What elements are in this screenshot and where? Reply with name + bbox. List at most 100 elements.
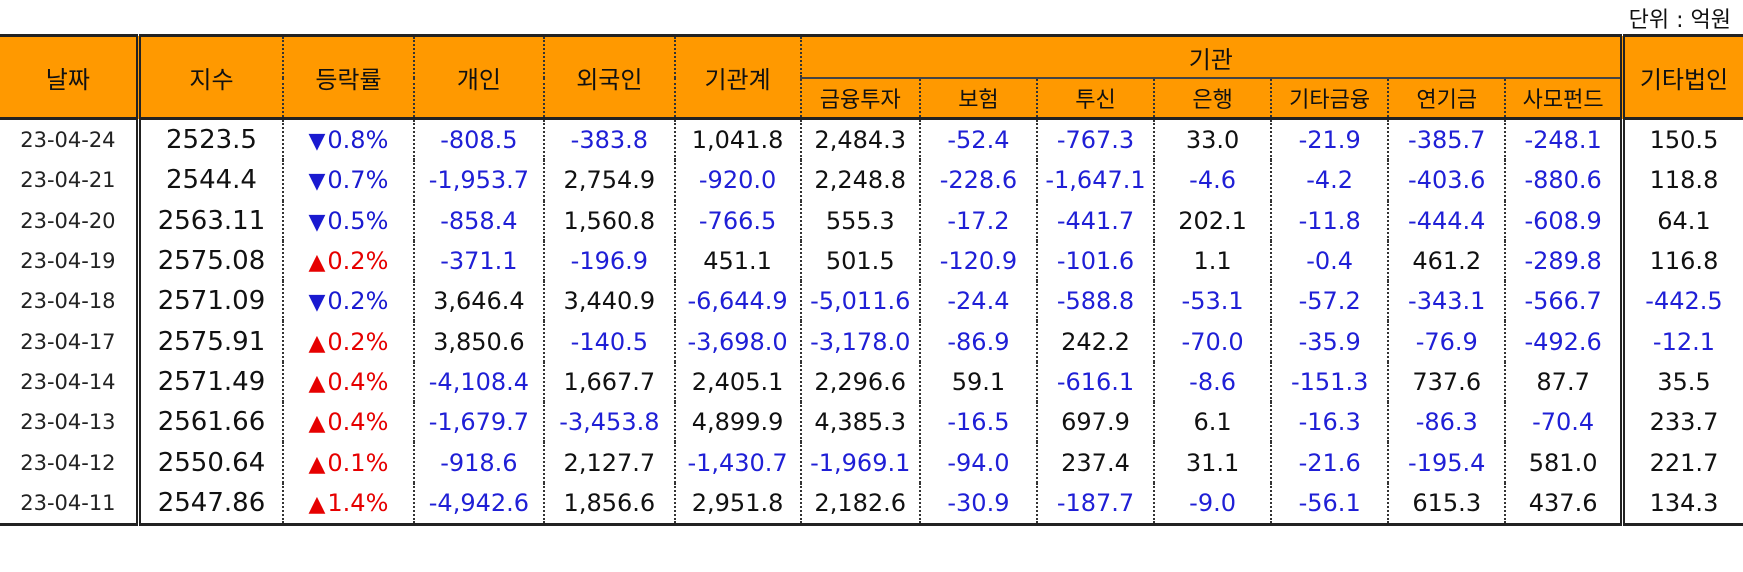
table-row: 23-04-21 2544.4 ▼0.7% -1,953.7 2,754.9 -920.0… bbox=[0, 160, 1743, 201]
cell-inst-total: -766.5 bbox=[673, 200, 801, 241]
triangle-up-icon: ▲ bbox=[308, 330, 326, 356]
header-date: 날짜 bbox=[0, 34, 141, 120]
cell-fin-invest: 555.3 bbox=[799, 200, 920, 241]
cell-pension: 615.3 bbox=[1387, 482, 1506, 526]
cell-individual: 3,850.6 bbox=[412, 321, 545, 362]
triangle-up-icon: ▲ bbox=[308, 411, 326, 437]
cell-fin-invest: 2,182.6 bbox=[799, 482, 920, 526]
cell-trust: -616.1 bbox=[1035, 361, 1155, 403]
change-value: 0.4% bbox=[327, 408, 389, 437]
cell-index: 2571.09 bbox=[137, 281, 284, 322]
cell-private-fund: 87.7 bbox=[1504, 361, 1623, 403]
investor-trading-table: 날짜 지수 등락률 개인 외국인 기관계 기관 기타법인 금융투자 보험 투신 은행 기… bbox=[0, 34, 1743, 526]
cell-other-fin: -0.4 bbox=[1270, 240, 1389, 282]
cell-inst-total: 451.1 bbox=[673, 240, 801, 282]
cell-trust: -588.8 bbox=[1035, 281, 1155, 322]
cell-inst-total: -1,430.7 bbox=[673, 442, 801, 483]
cell-pension: -444.4 bbox=[1387, 200, 1506, 241]
cell-inst-total: -6,644.9 bbox=[673, 281, 801, 322]
cell-change: ▼0.7% bbox=[282, 160, 414, 201]
cell-private-fund: -248.1 bbox=[1504, 118, 1623, 161]
header-other-corp: 기타법인 bbox=[1619, 34, 1743, 120]
cell-date: 23-04-14 bbox=[0, 361, 141, 403]
cell-date: 23-04-17 bbox=[0, 321, 141, 362]
cell-individual: -1,953.7 bbox=[412, 160, 545, 201]
cell-date: 23-04-24 bbox=[0, 118, 141, 161]
cell-private-fund: -289.8 bbox=[1504, 240, 1623, 282]
cell-index: 2547.86 bbox=[137, 482, 284, 526]
cell-trust: -1,647.1 bbox=[1035, 160, 1155, 201]
change-value: 0.8% bbox=[327, 126, 389, 155]
cell-change: ▲0.2% bbox=[282, 321, 414, 362]
cell-other-fin: -57.2 bbox=[1270, 281, 1389, 322]
cell-inst-total: -920.0 bbox=[673, 160, 801, 201]
change-value: 0.5% bbox=[327, 206, 389, 235]
cell-pension: 737.6 bbox=[1387, 361, 1506, 403]
cell-individual: -1,679.7 bbox=[412, 402, 545, 443]
cell-change: ▼0.5% bbox=[282, 200, 414, 241]
cell-pension: -195.4 bbox=[1387, 442, 1506, 483]
cell-trust: 242.2 bbox=[1035, 321, 1155, 362]
change-value: 1.4% bbox=[327, 488, 389, 517]
cell-pension: 461.2 bbox=[1387, 240, 1506, 282]
cell-private-fund: -492.6 bbox=[1504, 321, 1623, 362]
cell-foreign: -140.5 bbox=[543, 321, 675, 362]
unit-label: 단위 : 억원 bbox=[1628, 8, 1731, 33]
change-value: 0.7% bbox=[327, 166, 389, 195]
header-change: 등락률 bbox=[282, 34, 414, 120]
cell-other-fin: -4.2 bbox=[1270, 160, 1389, 201]
cell-pension: -86.3 bbox=[1387, 402, 1506, 443]
triangle-up-icon: ▲ bbox=[308, 451, 326, 477]
header-sub-1: 보험 bbox=[918, 77, 1037, 120]
cell-insurance: -17.2 bbox=[918, 200, 1037, 241]
cell-change: ▲1.4% bbox=[282, 482, 414, 526]
cell-change: ▼0.2% bbox=[282, 281, 414, 322]
header-sub-2: 투신 bbox=[1035, 77, 1155, 120]
cell-change: ▼0.8% bbox=[282, 118, 414, 161]
cell-other-fin: -35.9 bbox=[1270, 321, 1389, 362]
cell-bank: 1.1 bbox=[1153, 240, 1272, 282]
cell-change: ▲0.4% bbox=[282, 402, 414, 443]
cell-private-fund: 581.0 bbox=[1504, 442, 1623, 483]
cell-bank: 31.1 bbox=[1153, 442, 1272, 483]
cell-fin-invest: -3,178.0 bbox=[799, 321, 920, 362]
triangle-down-icon: ▼ bbox=[308, 129, 326, 155]
cell-other-corp: 221.7 bbox=[1619, 442, 1743, 483]
cell-insurance: -120.9 bbox=[918, 240, 1037, 282]
cell-change: ▲0.2% bbox=[282, 240, 414, 282]
cell-individual: -4,108.4 bbox=[412, 361, 545, 403]
change-value: 0.4% bbox=[327, 367, 389, 396]
cell-private-fund: -880.6 bbox=[1504, 160, 1623, 201]
cell-insurance: -16.5 bbox=[918, 402, 1037, 443]
header-row-sub: 금융투자 보험 투신 은행 기타금융 연기금 사모펀드 bbox=[0, 77, 1743, 120]
header-inst-total: 기관계 bbox=[673, 34, 801, 120]
cell-date: 23-04-20 bbox=[0, 200, 141, 241]
cell-private-fund: -608.9 bbox=[1504, 200, 1623, 241]
cell-fin-invest: 4,385.3 bbox=[799, 402, 920, 443]
cell-other-fin: -21.6 bbox=[1270, 442, 1389, 483]
table-row: 23-04-19 2575.08 ▲0.2% -371.1 -196.9 451.1 501… bbox=[0, 240, 1743, 282]
triangle-down-icon: ▼ bbox=[308, 290, 326, 316]
triangle-up-icon: ▲ bbox=[308, 250, 326, 276]
cell-bank: -8.6 bbox=[1153, 361, 1272, 403]
cell-date: 23-04-21 bbox=[0, 160, 141, 201]
cell-index: 2550.64 bbox=[137, 442, 284, 483]
cell-trust: -767.3 bbox=[1035, 118, 1155, 161]
change-value: 0.2% bbox=[327, 247, 389, 276]
cell-date: 23-04-11 bbox=[0, 482, 141, 526]
cell-foreign: -383.8 bbox=[543, 118, 675, 161]
cell-index: 2544.4 bbox=[137, 160, 284, 201]
cell-bank: -4.6 bbox=[1153, 160, 1272, 201]
cell-trust: -101.6 bbox=[1035, 240, 1155, 282]
cell-index: 2575.91 bbox=[137, 321, 284, 362]
cell-fin-invest: 2,296.6 bbox=[799, 361, 920, 403]
triangle-up-icon: ▲ bbox=[308, 491, 326, 517]
cell-other-corp: 150.5 bbox=[1619, 118, 1743, 161]
cell-pension: -343.1 bbox=[1387, 281, 1506, 322]
header-index: 지수 bbox=[137, 34, 284, 120]
cell-inst-total: -3,698.0 bbox=[673, 321, 801, 362]
cell-change: ▲0.4% bbox=[282, 361, 414, 403]
header-sub-4: 기타금융 bbox=[1270, 77, 1389, 120]
cell-other-corp: -12.1 bbox=[1619, 321, 1743, 362]
change-value: 0.2% bbox=[327, 327, 389, 356]
